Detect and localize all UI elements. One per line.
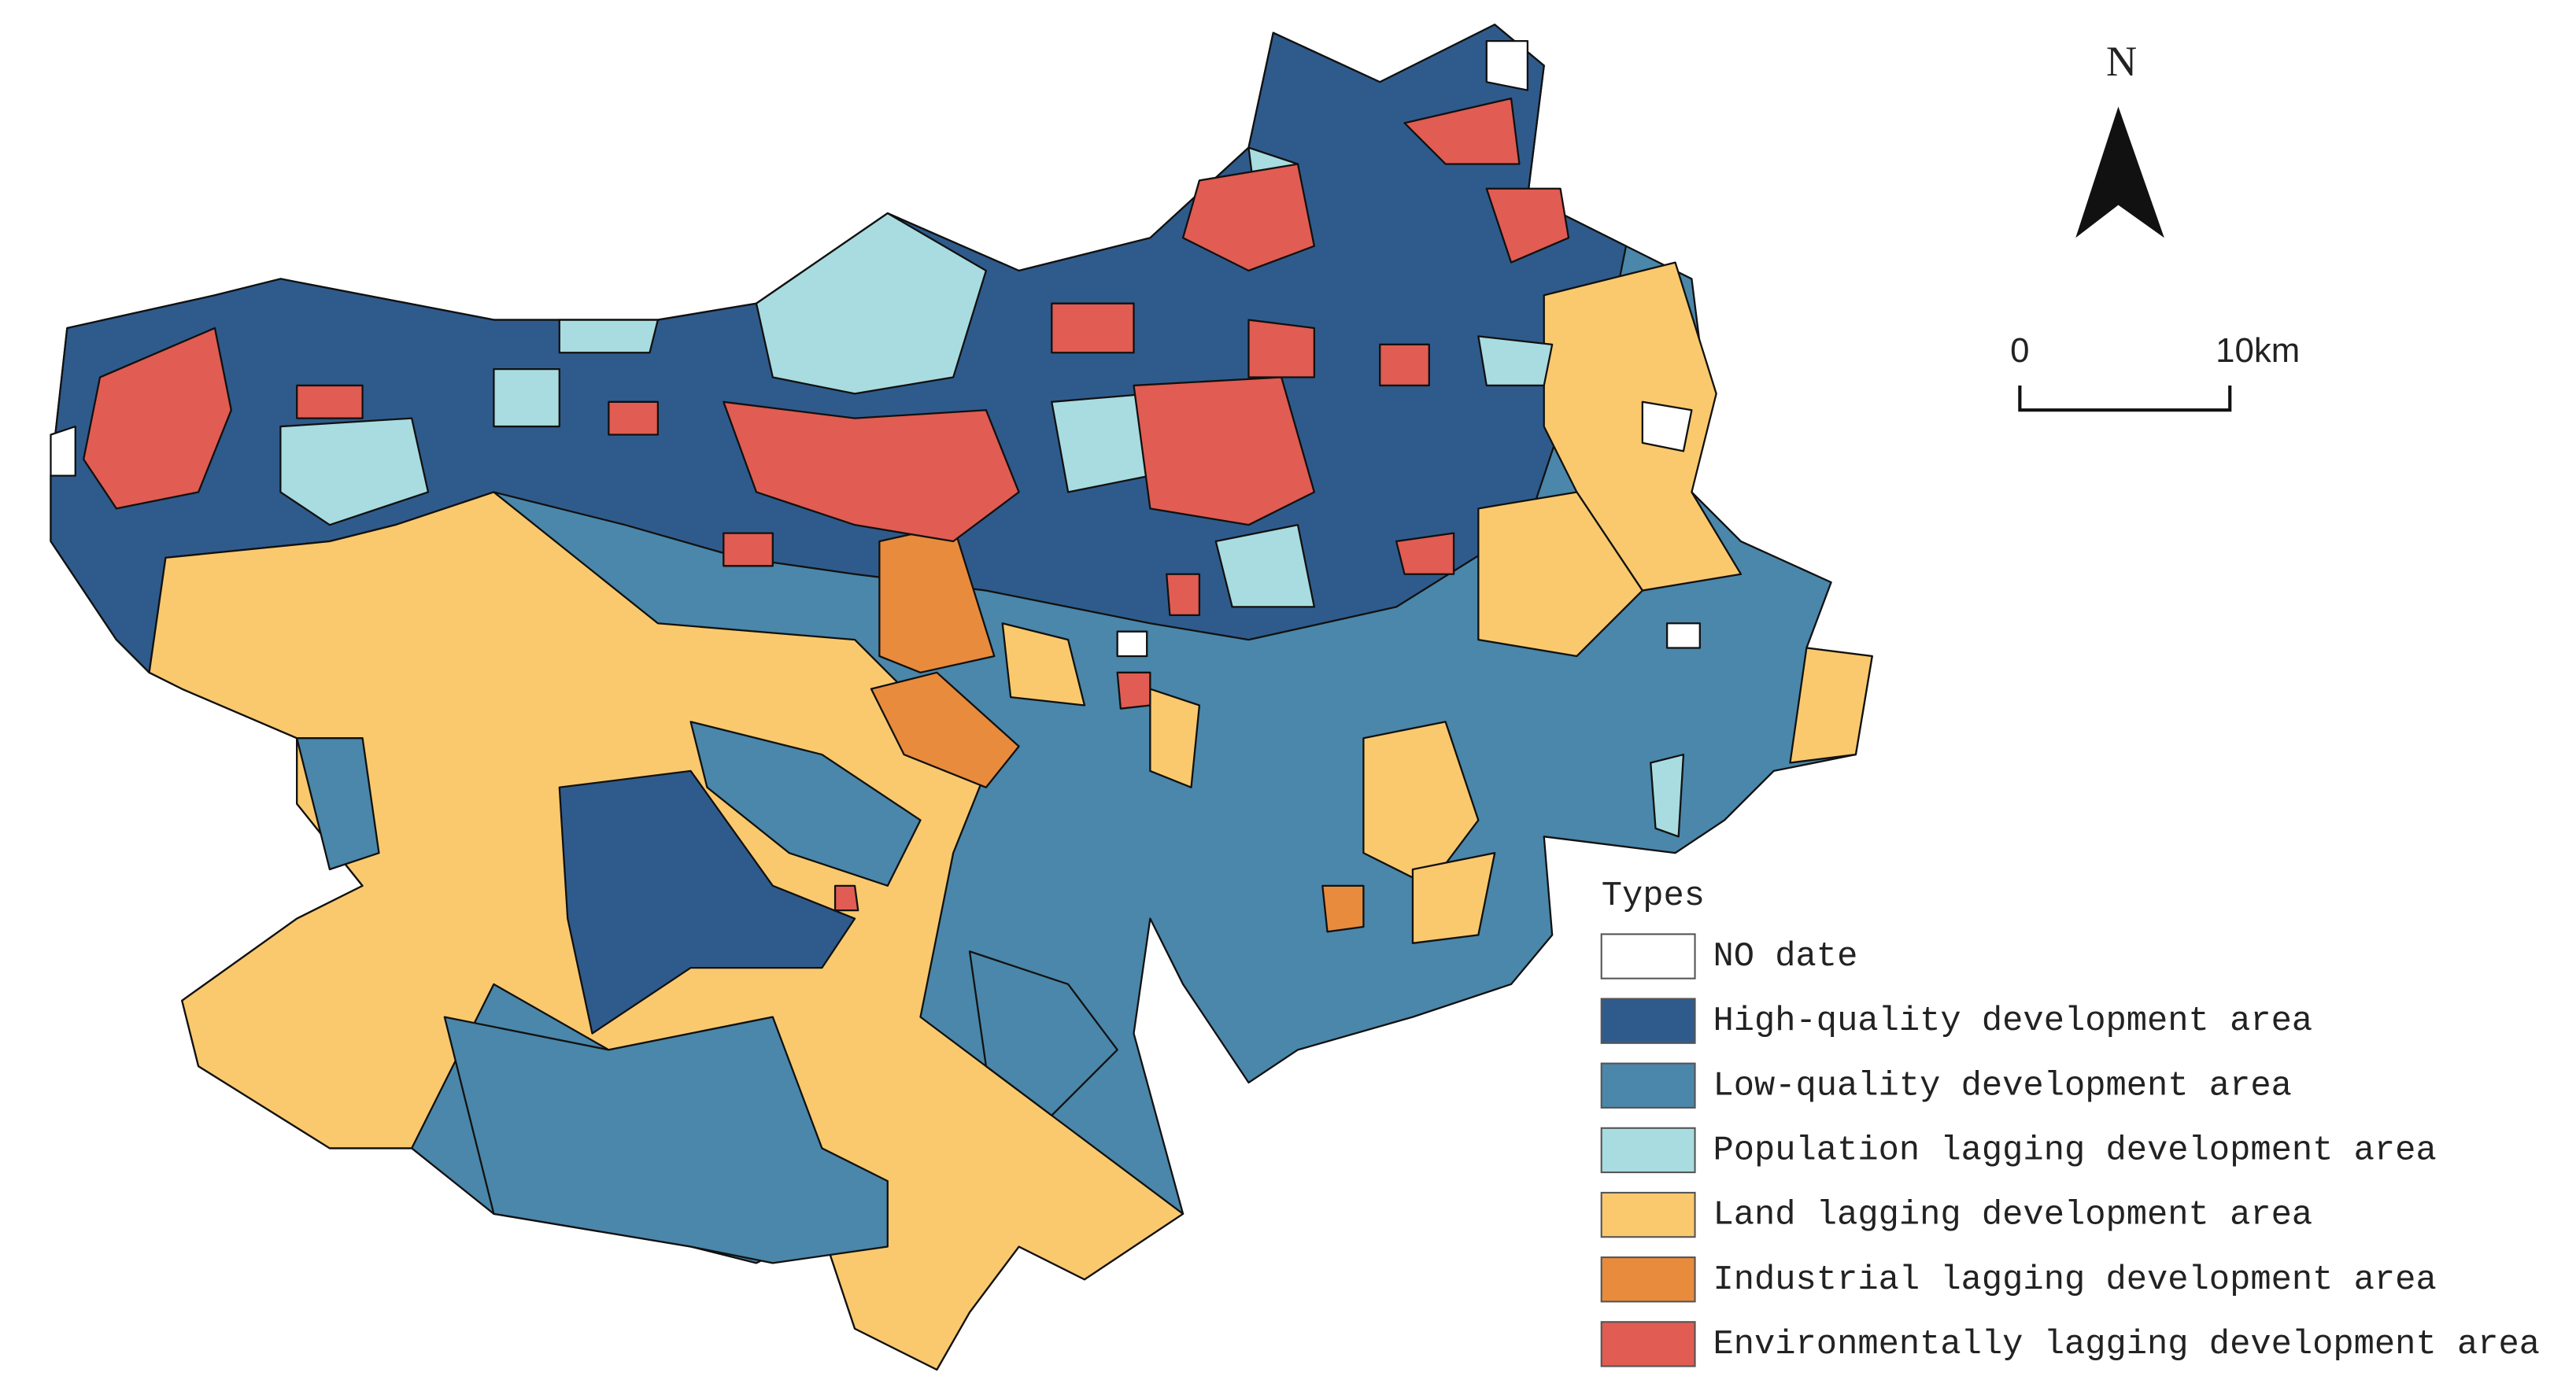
region <box>50 425 76 477</box>
region <box>1650 753 1685 838</box>
region <box>755 212 988 395</box>
region <box>83 327 232 510</box>
region <box>1789 647 1873 764</box>
legend-title: Types <box>1602 877 1705 916</box>
region <box>1362 721 1480 887</box>
region <box>1665 622 1701 649</box>
legend-label: Environmentally lagging development area <box>1713 1326 2540 1364</box>
legend-label: NO date <box>1713 938 1857 976</box>
region <box>1051 302 1135 354</box>
region <box>1214 524 1316 608</box>
region <box>1395 532 1455 575</box>
region <box>1149 688 1201 788</box>
region <box>608 400 660 436</box>
legend-swatch <box>1600 1062 1696 1109</box>
region <box>833 884 859 912</box>
region <box>1001 622 1086 707</box>
region <box>1321 884 1365 933</box>
region <box>1379 343 1430 387</box>
region <box>558 769 856 1035</box>
scale-label: 0 <box>2010 331 2029 370</box>
region <box>1133 376 1316 526</box>
region <box>296 737 380 871</box>
legend-swatch <box>1600 933 1696 980</box>
region <box>296 384 364 419</box>
region <box>1477 491 1643 658</box>
map <box>50 24 1873 1371</box>
region <box>1166 573 1201 616</box>
legend-swatch <box>1600 1256 1696 1303</box>
legend-label: Low-quality development area <box>1713 1067 2291 1105</box>
north-arrow <box>2075 106 2164 238</box>
scale-bar <box>2018 385 2232 412</box>
region <box>493 367 560 428</box>
region <box>723 532 774 567</box>
region <box>1051 393 1151 493</box>
legend: NO date High-quality development area Low-… <box>1600 933 2540 1367</box>
region <box>1411 852 1496 944</box>
region <box>443 1016 889 1264</box>
legend-label: Population lagging development area <box>1713 1131 2436 1170</box>
legend-label: Industrial lagging development area <box>1713 1261 2436 1300</box>
region <box>1116 630 1148 658</box>
region <box>1485 39 1529 91</box>
legend-swatch <box>1600 1127 1696 1174</box>
region <box>1403 97 1521 165</box>
region <box>1116 671 1151 710</box>
legend-swatch <box>1600 1191 1696 1238</box>
region <box>558 319 660 354</box>
legend-swatch <box>1600 998 1696 1044</box>
region <box>1181 163 1316 272</box>
scale-label: 10km <box>2216 331 2300 370</box>
region <box>1641 400 1693 452</box>
legend-label: High-quality development area <box>1713 1002 2312 1041</box>
legend-label: Land lagging development area <box>1713 1197 2312 1235</box>
region <box>689 721 922 887</box>
region <box>279 417 430 526</box>
region <box>870 671 1020 788</box>
north-label: N <box>2106 38 2137 85</box>
region <box>1247 319 1316 378</box>
region <box>1477 335 1554 387</box>
legend-swatch <box>1600 1321 1696 1367</box>
region <box>1485 187 1570 264</box>
region <box>968 950 1118 1116</box>
region <box>723 400 1020 543</box>
